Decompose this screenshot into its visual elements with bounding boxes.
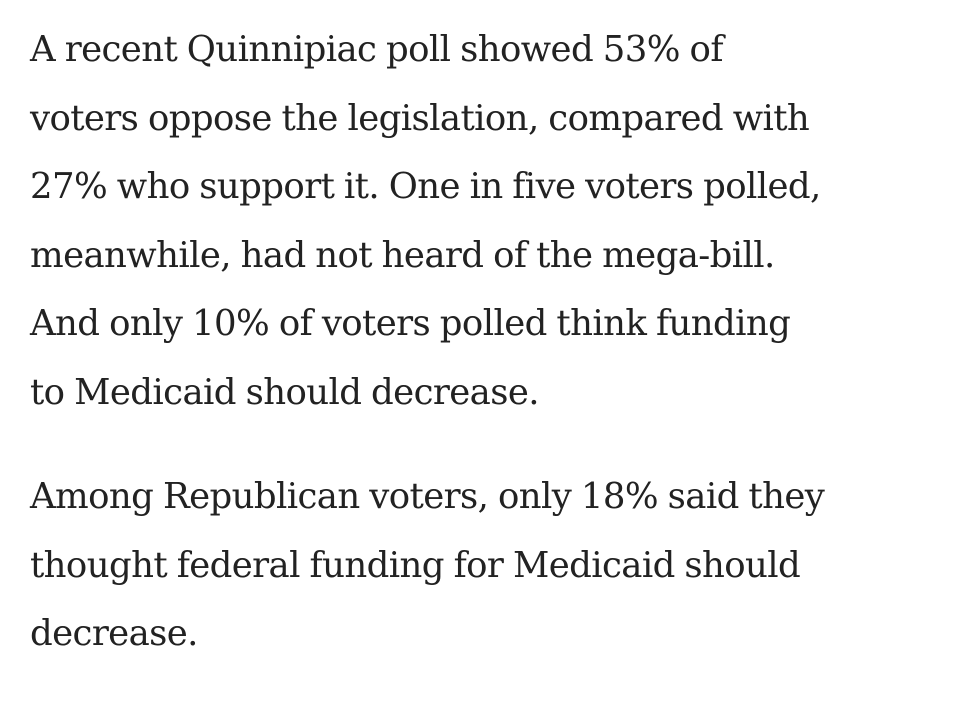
- text-line: thought federal funding for Medicaid sho…: [30, 544, 801, 586]
- text-line: to Medicaid should decrease.: [30, 371, 540, 413]
- paragraph-spacer: [30, 427, 935, 463]
- text-line: voters oppose the legislation, compared …: [30, 97, 810, 139]
- article-body: A recent Quinnipiac poll showed 53% of v…: [30, 16, 935, 669]
- text-line: 27% who support it. One in five voters p…: [30, 166, 821, 207]
- text-line: decrease.: [30, 613, 198, 654]
- text-line: A recent Quinnipiac poll showed 53% of: [30, 29, 723, 70]
- text-line: And only 10% of voters polled think fund…: [30, 303, 791, 344]
- text-line: Among Republican voters, only 18% said t…: [30, 476, 825, 517]
- paragraph-republican-voters: Among Republican voters, only 18% said t…: [30, 463, 935, 669]
- paragraph-poll-results: A recent Quinnipiac poll showed 53% of v…: [30, 16, 935, 427]
- text-line: meanwhile, had not heard of the mega-bil…: [30, 234, 775, 276]
